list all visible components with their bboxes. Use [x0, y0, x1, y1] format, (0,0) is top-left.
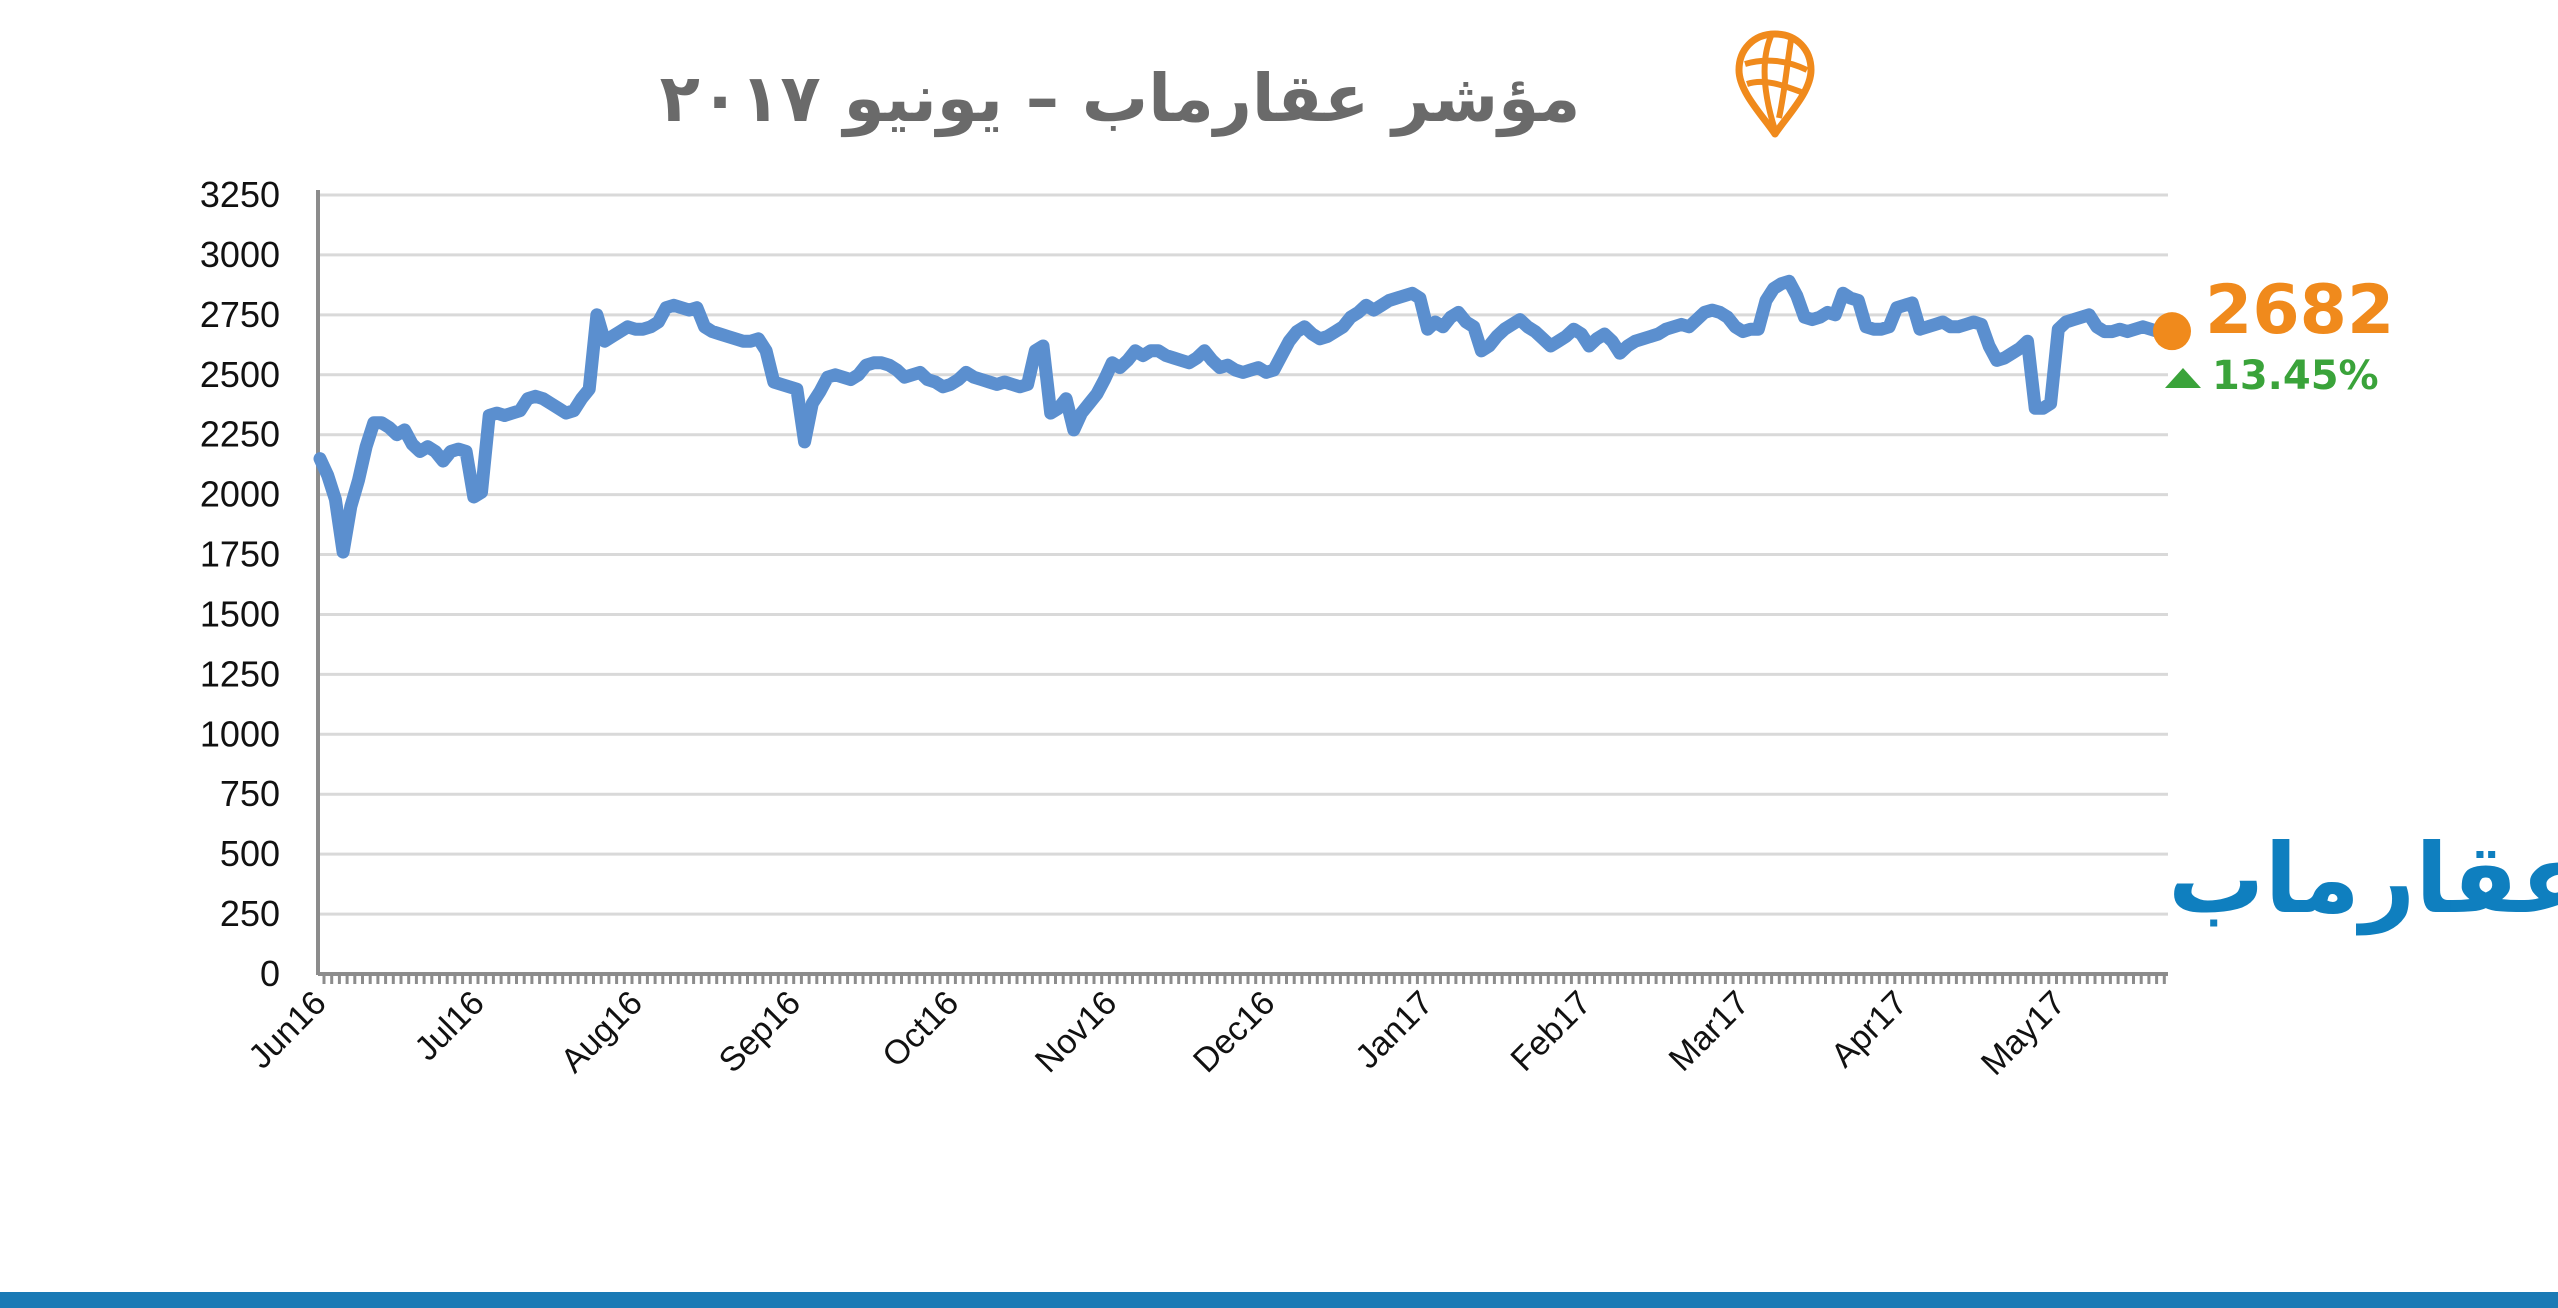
y-axis-ticks: 0 250 500 750 1000 1250 1500 1750 2000 2250 2500 27… — [200, 174, 280, 994]
y-tick-label: 0 — [260, 953, 280, 994]
y-tick-label: 3250 — [200, 174, 280, 215]
y-tick-label: 1750 — [200, 534, 280, 575]
x-tick-label: Jun16 — [241, 984, 333, 1076]
x-minor-ticks — [322, 974, 2166, 984]
series-line-index — [313, 274, 2173, 559]
brand-watermark: عقارماب — [2168, 823, 2558, 935]
x-tick-label: Feb17 — [1504, 984, 1599, 1079]
x-tick-label: Jul16 — [407, 984, 491, 1068]
change-percent: 13.45% — [2212, 353, 2379, 399]
triangle-up-icon — [2165, 368, 2201, 388]
y-tick-label: 2000 — [200, 474, 280, 515]
x-axis-ticks: Jun16 Jul16 Aug16 Sep16 Oct16 Nov16 Dec16 Jan17… — [241, 984, 2073, 1083]
footer-bar — [0, 1292, 2558, 1308]
map-pin-globe-icon — [1735, 30, 1815, 138]
chart-title: مؤشر عقارماب – يونيو ٢٠١٧ — [659, 60, 1581, 137]
x-tick-label: Dec16 — [1186, 984, 1282, 1080]
y-tick-label: 3000 — [200, 234, 280, 275]
x-tick-label: Oct16 — [875, 984, 966, 1075]
y-tick-label: 1500 — [200, 593, 280, 634]
dot-marker-icon — [2153, 312, 2191, 351]
y-tick-label: 2750 — [200, 294, 280, 335]
y-tick-label: 500 — [220, 833, 280, 874]
x-tick-label: Mar17 — [1662, 984, 1757, 1079]
x-tick-label: Sep16 — [712, 984, 808, 1080]
x-tick-label: May17 — [1974, 984, 2073, 1083]
x-tick-label: Apr17 — [1824, 984, 1915, 1075]
y-tick-label: 750 — [220, 773, 280, 814]
y-tick-label: 1000 — [200, 713, 280, 754]
current-value: 2682 — [2205, 271, 2394, 350]
grid-lines — [318, 193, 2168, 916]
x-tick-label: Jan17 — [1348, 984, 1440, 1076]
y-tick-label: 1250 — [200, 653, 280, 694]
y-tick-label: 2500 — [200, 354, 280, 395]
x-tick-label: Nov16 — [1028, 984, 1124, 1080]
y-tick-label: 2250 — [200, 414, 280, 455]
x-tick-label: Aug16 — [553, 984, 649, 1080]
y-tick-label: 250 — [220, 893, 280, 934]
